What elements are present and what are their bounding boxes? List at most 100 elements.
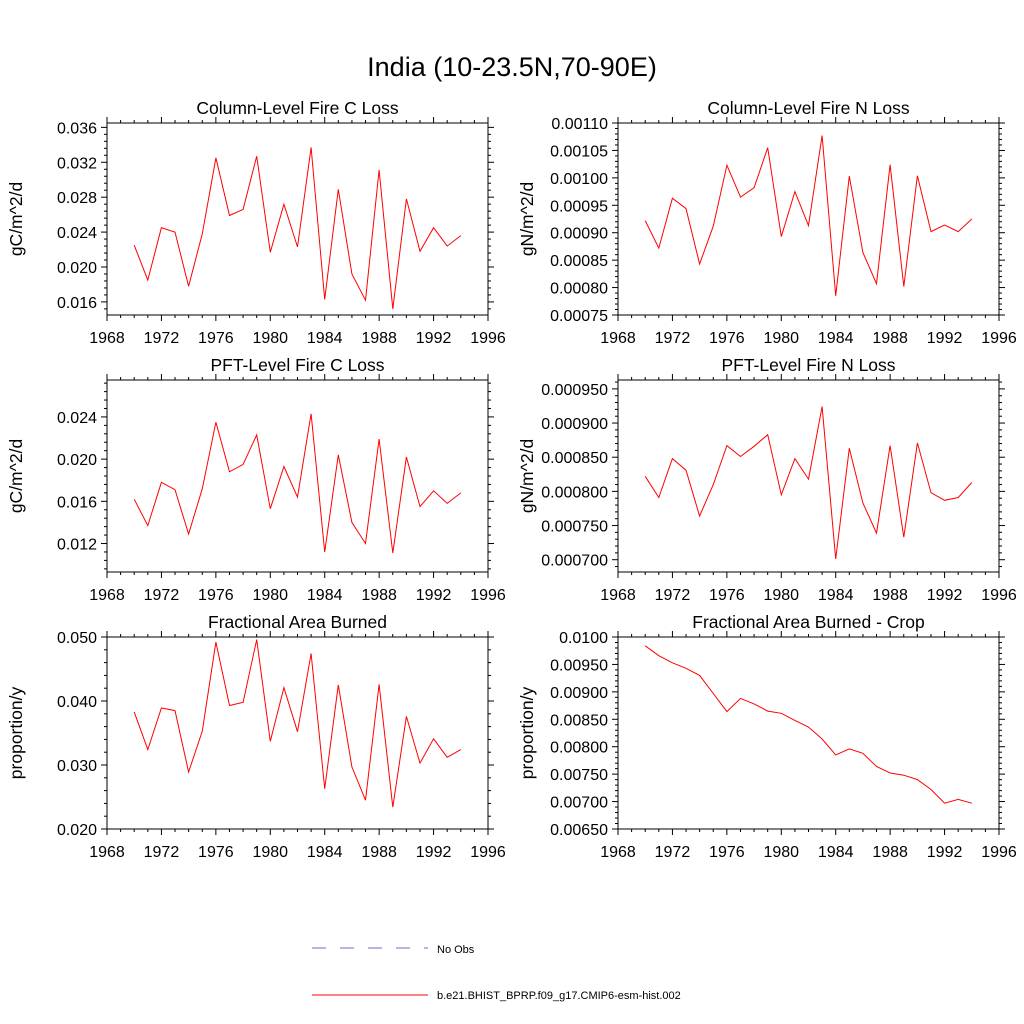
x-tick-label: 1992 bbox=[416, 587, 452, 604]
panel-title: PFT-Level Fire N Loss bbox=[721, 355, 895, 375]
x-tick-label: 1984 bbox=[307, 844, 343, 861]
y-tick-label: 0.028 bbox=[57, 190, 97, 207]
panel-2: Column-Level Fire N Loss gN/m^2/d 1968 1972… bbox=[517, 98, 1017, 347]
y-tick-label: 0.000700 bbox=[541, 553, 608, 570]
x-tick-label: 1984 bbox=[307, 330, 343, 347]
series-line bbox=[644, 406, 973, 560]
x-tick-label: 1996 bbox=[981, 844, 1017, 861]
x-tick-label: 1988 bbox=[361, 330, 397, 347]
panel-title: Fractional Area Burned bbox=[208, 612, 387, 632]
x-tick-label: 1980 bbox=[252, 844, 288, 861]
y-tick-label: 0.00085 bbox=[550, 253, 608, 270]
panel-title: Fractional Area Burned - Crop bbox=[692, 612, 924, 632]
y-tick-label: 0.00080 bbox=[550, 281, 608, 298]
y-tick-label: 0.00800 bbox=[550, 740, 608, 757]
y-tick-label: 0.020 bbox=[57, 260, 97, 277]
y-tick-label: 0.012 bbox=[57, 537, 97, 554]
x-tick-label: 1968 bbox=[89, 844, 125, 861]
x-tick-label: 1996 bbox=[470, 844, 506, 861]
x-tick-label: 1984 bbox=[818, 330, 854, 347]
y-tick-label: 0.000900 bbox=[541, 416, 608, 433]
x-tick-label: 1988 bbox=[872, 587, 908, 604]
plot-frame bbox=[106, 379, 489, 573]
y-tick-label: 0.000750 bbox=[541, 519, 608, 536]
panel-3: PFT-Level Fire C Loss gC/m^2/d 1968 1972 197… bbox=[6, 355, 506, 604]
x-tick-label: 1980 bbox=[763, 844, 799, 861]
x-tick-label: 1972 bbox=[144, 587, 180, 604]
y-tick-label: 0.00105 bbox=[550, 143, 608, 160]
x-tick-label: 1976 bbox=[198, 587, 234, 604]
x-tick-label: 1980 bbox=[252, 330, 288, 347]
y-tick-label: 0.00750 bbox=[550, 767, 608, 784]
x-tick-label: 1976 bbox=[198, 330, 234, 347]
plot-frame bbox=[617, 379, 1000, 573]
series-line bbox=[644, 135, 973, 296]
x-tick-label: 1972 bbox=[655, 587, 691, 604]
y-tick-label: 0.0100 bbox=[559, 630, 608, 647]
x-tick-label: 1980 bbox=[763, 587, 799, 604]
y-axis-label: gN/m^2/d bbox=[517, 439, 537, 513]
x-tick-label: 1988 bbox=[361, 844, 397, 861]
x-tick-label: 1996 bbox=[981, 330, 1017, 347]
x-tick-label: 1972 bbox=[655, 844, 691, 861]
series-line bbox=[644, 645, 972, 804]
y-tick-label: 0.032 bbox=[57, 155, 97, 172]
panel-title: Column-Level Fire N Loss bbox=[707, 98, 910, 118]
y-tick-label: 0.016 bbox=[57, 494, 97, 511]
y-tick-label: 0.020 bbox=[57, 452, 97, 469]
y-tick-label: 0.00950 bbox=[550, 657, 608, 674]
panel-5: Fractional Area Burned proportion/y 1968 19… bbox=[6, 612, 506, 861]
y-tick-label: 0.00850 bbox=[550, 712, 608, 729]
x-tick-label: 1976 bbox=[709, 587, 745, 604]
panel-1: Column-Level Fire C Loss gC/m^2/d 1968 1972… bbox=[6, 98, 506, 347]
x-tick-label: 1996 bbox=[470, 330, 506, 347]
x-tick-label: 1976 bbox=[198, 844, 234, 861]
y-tick-label: 0.016 bbox=[57, 295, 97, 312]
y-tick-label: 0.00100 bbox=[550, 171, 608, 188]
y-tick-label: 0.00075 bbox=[550, 308, 608, 325]
series-line bbox=[133, 147, 462, 309]
y-tick-label: 0.036 bbox=[57, 120, 97, 137]
x-tick-label: 1968 bbox=[600, 587, 636, 604]
x-tick-label: 1992 bbox=[927, 844, 963, 861]
panel-4: PFT-Level Fire N Loss gN/m^2/d 1968 1972 197… bbox=[517, 355, 1017, 604]
y-tick-label: 0.00900 bbox=[550, 685, 608, 702]
panel-title: Column-Level Fire C Loss bbox=[196, 98, 399, 118]
y-tick-label: 0.00700 bbox=[550, 795, 608, 812]
x-tick-label: 1976 bbox=[709, 330, 745, 347]
x-tick-label: 1984 bbox=[818, 844, 854, 861]
y-axis-label: gC/m^2/d bbox=[6, 439, 26, 513]
x-tick-label: 1992 bbox=[416, 330, 452, 347]
y-tick-label: 0.00090 bbox=[550, 226, 608, 243]
x-tick-label: 1972 bbox=[144, 844, 180, 861]
x-tick-label: 1972 bbox=[655, 330, 691, 347]
x-tick-label: 1988 bbox=[361, 587, 397, 604]
x-tick-label: 1992 bbox=[927, 330, 963, 347]
y-tick-label: 0.024 bbox=[57, 225, 97, 242]
y-tick-label: 0.040 bbox=[57, 694, 97, 711]
y-axis-label: proportion/y bbox=[6, 687, 26, 780]
legend: No Obs b.e21.BHIST_BPRP.f09_g17.CMIP6-es… bbox=[312, 944, 681, 1002]
x-tick-label: 1968 bbox=[89, 587, 125, 604]
y-tick-label: 0.024 bbox=[57, 410, 97, 427]
main-title: India (10-23.5N,70-90E) bbox=[367, 52, 657, 82]
panel-title: PFT-Level Fire C Loss bbox=[210, 355, 384, 375]
y-axis-label: gN/m^2/d bbox=[517, 182, 537, 256]
x-tick-label: 1988 bbox=[872, 330, 908, 347]
y-tick-label: 0.000850 bbox=[541, 450, 608, 467]
y-tick-label: 0.020 bbox=[57, 822, 97, 839]
plot-frame bbox=[617, 122, 1000, 316]
y-axis-label: gC/m^2/d bbox=[6, 182, 26, 256]
x-tick-label: 1968 bbox=[600, 330, 636, 347]
y-tick-label: 0.000950 bbox=[541, 382, 608, 399]
y-tick-label: 0.00110 bbox=[551, 116, 608, 133]
plot-frame bbox=[106, 122, 489, 316]
plot-frame bbox=[106, 636, 489, 830]
y-tick-label: 0.000800 bbox=[541, 484, 608, 501]
legend-label-model: b.e21.BHIST_BPRP.f09_g17.CMIP6-esm-hist.… bbox=[437, 990, 681, 1002]
x-tick-label: 1996 bbox=[470, 587, 506, 604]
x-tick-label: 1980 bbox=[763, 330, 799, 347]
x-tick-label: 1976 bbox=[709, 844, 745, 861]
panels: Column-Level Fire C Loss gC/m^2/d 1968 1972… bbox=[6, 98, 1017, 861]
